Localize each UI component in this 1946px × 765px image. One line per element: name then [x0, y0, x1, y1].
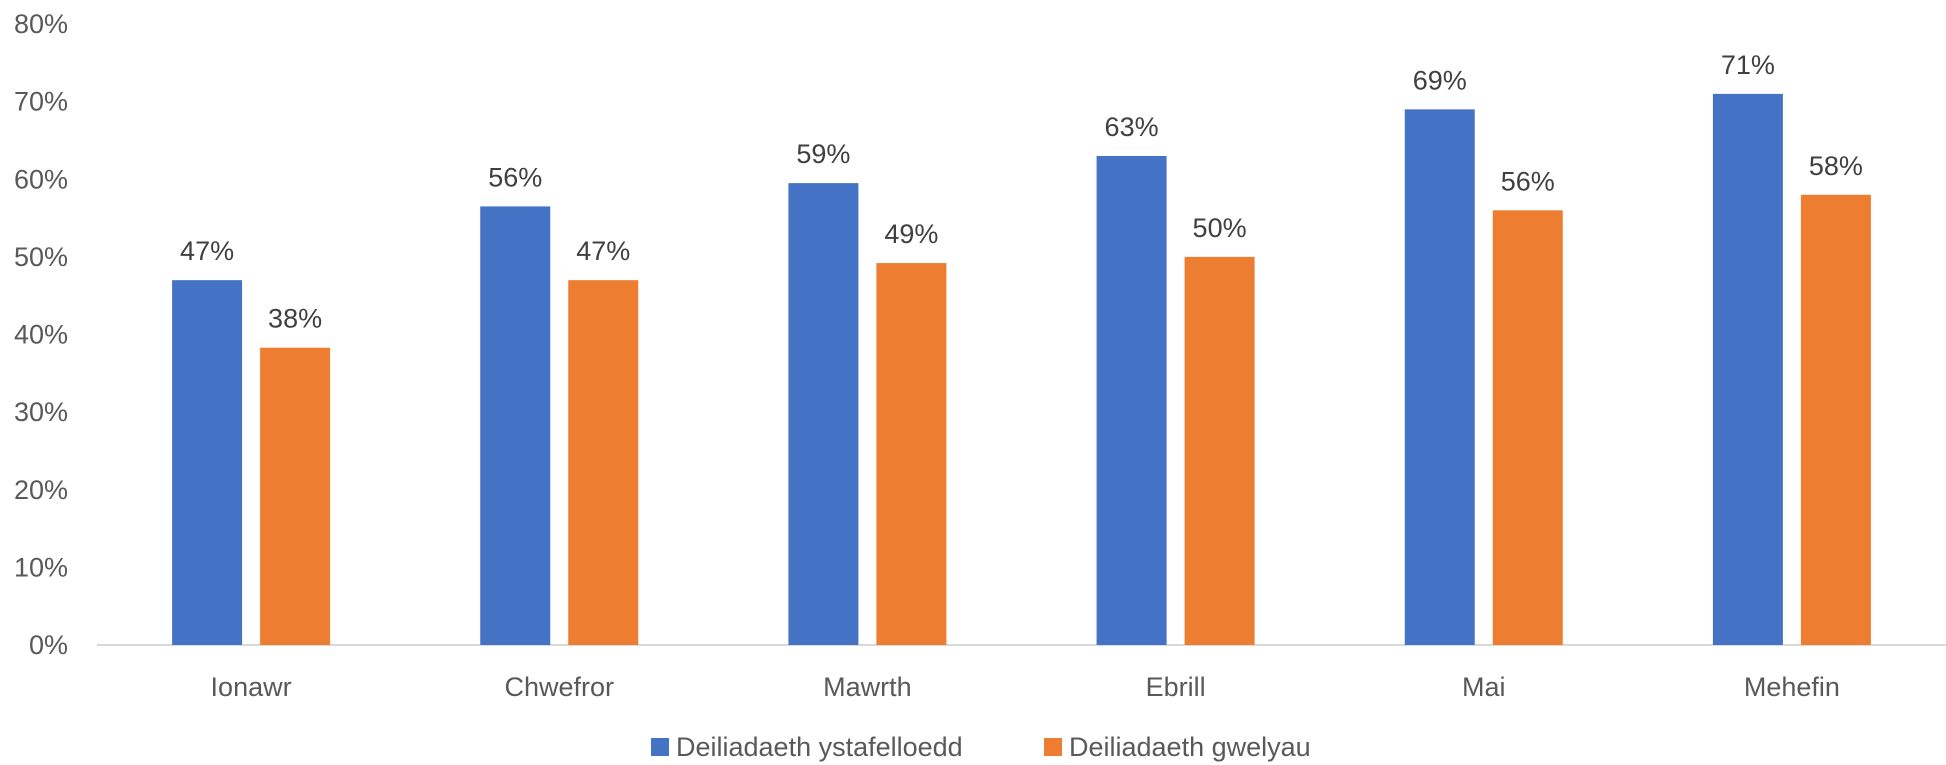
bar-beds-ionawr	[260, 347, 331, 645]
data-label: 50%	[1193, 213, 1247, 243]
bar-beds-mawrth	[876, 263, 947, 645]
category-label: Mehefin	[1744, 672, 1840, 702]
bar-beds-mai	[1492, 210, 1563, 646]
y-tick-label: 70%	[14, 87, 68, 117]
bar-rooms-mai	[1404, 109, 1475, 645]
y-tick-label: 30%	[14, 397, 68, 427]
bar-beds-ebrill	[1184, 256, 1255, 645]
y-tick-label: 40%	[14, 320, 68, 350]
category-label: Ebrill	[1146, 672, 1206, 702]
bar-rooms-ebrill	[1096, 155, 1167, 645]
bar-beds-chwefror	[568, 280, 639, 645]
bar-rooms-chwefror	[480, 206, 551, 645]
legend-swatch	[651, 738, 669, 756]
data-label: 71%	[1721, 50, 1775, 80]
category-label: Mawrth	[823, 672, 912, 702]
data-label: 58%	[1809, 151, 1863, 181]
y-tick-label: 0%	[29, 630, 68, 660]
data-label: 47%	[576, 236, 630, 266]
category-label: Mai	[1462, 672, 1506, 702]
data-label: 69%	[1413, 65, 1467, 95]
data-labels: 47% 38% 56% 47% 59% 49% 63% 50% 69% 56% 71% 58%	[180, 50, 1863, 334]
y-tick-label: 60%	[14, 164, 68, 194]
category-label: Ionawr	[211, 672, 292, 702]
y-tick-label: 10%	[14, 552, 68, 582]
bar-rooms-mawrth	[788, 183, 859, 645]
data-label: 56%	[488, 162, 542, 192]
bar-beds-mehefin	[1800, 194, 1871, 645]
bar-rooms-mehefin	[1712, 93, 1783, 646]
category-label: Chwefror	[504, 672, 614, 702]
y-tick-label: 80%	[14, 9, 68, 39]
data-label: 56%	[1501, 166, 1555, 196]
data-label: 47%	[180, 236, 234, 266]
data-label: 63%	[1105, 112, 1159, 142]
data-label: 59%	[796, 139, 850, 169]
legend-label: Deiliadaeth gwelyau	[1069, 732, 1311, 762]
y-tick-label: 20%	[14, 475, 68, 505]
legend-swatch	[1044, 738, 1062, 756]
bar-rooms-ionawr	[172, 280, 243, 645]
data-label: 49%	[884, 219, 938, 249]
data-label: 38%	[268, 304, 322, 334]
x-axis-categories: Ionawr Chwefror Mawrth Ebrill Mai Mehefin	[211, 672, 1840, 702]
y-axis-ticks: 0% 10% 20% 30% 40% 50% 60% 70% 80%	[14, 9, 68, 660]
bars	[172, 93, 1871, 646]
legend: Deiliadaeth ystafelloedd Deiliadaeth gwel…	[651, 732, 1311, 762]
legend-label: Deiliadaeth ystafelloedd	[676, 732, 963, 762]
y-tick-label: 50%	[14, 242, 68, 272]
